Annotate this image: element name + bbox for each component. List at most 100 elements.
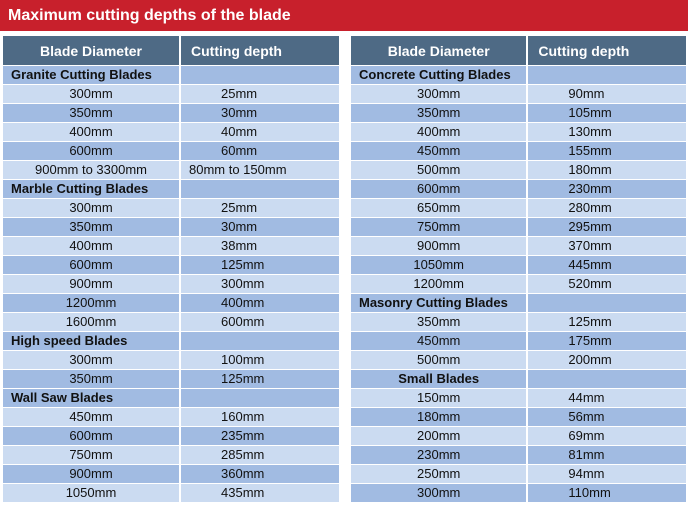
blade-diameter-cell: 350mm: [3, 370, 181, 388]
table-row: 150mm 44mm: [351, 389, 688, 407]
table-row: 900mm to 3300mm 80mm to 150mm: [3, 161, 341, 179]
section-name: Small Blades: [351, 370, 529, 388]
section-empty-cell: [181, 66, 341, 84]
table-row: 300mm 25mm: [3, 85, 341, 103]
header-cutting-depth: Cutting depth: [181, 36, 341, 65]
blade-diameter-cell: 450mm: [351, 332, 529, 350]
header-blade-diameter: Blade Diameter: [3, 36, 181, 65]
cutting-depth-cell: 235mm: [181, 427, 341, 445]
table-row: 600mm 60mm: [3, 142, 341, 160]
section-empty-cell: [528, 66, 688, 84]
table-row: 400mm 130mm: [351, 123, 688, 141]
blade-diameter-cell: 1200mm: [351, 275, 529, 293]
table-row: 600mm 235mm: [3, 427, 341, 445]
title-bar: Maximum cutting depths of the blade: [0, 0, 688, 31]
table-row: 200mm 69mm: [351, 427, 688, 445]
section-row: Masonry Cutting Blades: [351, 294, 688, 312]
cutting-depth-cell: 445mm: [528, 256, 688, 274]
blade-diameter-cell: 450mm: [3, 408, 181, 426]
blade-diameter-cell: 200mm: [351, 427, 529, 445]
table-row: 350mm 30mm: [3, 104, 341, 122]
section-name: Marble Cutting Blades: [3, 180, 181, 198]
section-row: Wall Saw Blades: [3, 389, 341, 407]
cutting-depth-cell: 295mm: [528, 218, 688, 236]
cutting-depth-cell: 125mm: [181, 256, 341, 274]
table-row: 230mm 81mm: [351, 446, 688, 464]
table-row: 180mm 56mm: [351, 408, 688, 426]
section-empty-cell: [181, 332, 341, 350]
table-row: 450mm 155mm: [351, 142, 688, 160]
table-row: 450mm 160mm: [3, 408, 341, 426]
cutting-depth-cell: 40mm: [181, 123, 341, 141]
cutting-depth-cell: 230mm: [528, 180, 688, 198]
cutting-depth-cell: 80mm to 150mm: [181, 161, 341, 179]
cutting-depth-cell: 285mm: [181, 446, 341, 464]
cutting-depth-cell: 60mm: [181, 142, 341, 160]
table-row: 900mm 300mm: [3, 275, 341, 293]
table-row: 300mm 90mm: [351, 85, 688, 103]
blade-diameter-cell: 250mm: [351, 465, 529, 483]
cutting-depth-cell: 155mm: [528, 142, 688, 160]
cutting-depth-cell: 30mm: [181, 104, 341, 122]
cutting-depth-cell: 280mm: [528, 199, 688, 217]
cutting-depth-cell: 180mm: [528, 161, 688, 179]
header-cutting-depth: Cutting depth: [528, 36, 688, 65]
blade-diameter-cell: 1050mm: [351, 256, 529, 274]
cutting-depth-cell: 400mm: [181, 294, 341, 312]
cutting-depth-cell: 125mm: [528, 313, 688, 331]
blade-diameter-cell: 750mm: [3, 446, 181, 464]
table-row: 500mm 200mm: [351, 351, 688, 369]
blade-diameter-cell: 600mm: [3, 427, 181, 445]
blade-diameter-cell: 300mm: [3, 351, 181, 369]
section-row: Concrete Cutting Blades: [351, 66, 688, 84]
cutting-depth-cell: 110mm: [528, 484, 688, 502]
blade-diameter-cell: 350mm: [351, 104, 529, 122]
blade-diameter-cell: 300mm: [351, 484, 529, 502]
blade-diameter-cell: 350mm: [3, 104, 181, 122]
blade-diameter-cell: 650mm: [351, 199, 529, 217]
cutting-depth-cell: 125mm: [181, 370, 341, 388]
section-row: Granite Cutting Blades: [3, 66, 341, 84]
table-row: 750mm 285mm: [3, 446, 341, 464]
table-row: 300mm 25mm: [3, 199, 341, 217]
cutting-depth-cell: 30mm: [181, 218, 341, 236]
cutting-depth-table-right: Blade Diameter Cutting depth Concrete Cu…: [351, 35, 688, 503]
section-name: Wall Saw Blades: [3, 389, 181, 407]
table-header-row: Blade Diameter Cutting depth: [351, 36, 688, 65]
blade-diameter-cell: 900mm: [351, 237, 529, 255]
cutting-depth-cell: 25mm: [181, 199, 341, 217]
table-row: 900mm 360mm: [3, 465, 341, 483]
cutting-depth-cell: 360mm: [181, 465, 341, 483]
cutting-depth-cell: 44mm: [528, 389, 688, 407]
cutting-depth-cell: 69mm: [528, 427, 688, 445]
blade-diameter-cell: 300mm: [3, 199, 181, 217]
blade-diameter-cell: 230mm: [351, 446, 529, 464]
table-row: 350mm 125mm: [3, 370, 341, 388]
blade-diameter-cell: 1600mm: [3, 313, 181, 331]
cutting-depth-cell: 600mm: [181, 313, 341, 331]
cutting-depth-cell: 90mm: [528, 85, 688, 103]
table-row: 400mm 38mm: [3, 237, 341, 255]
cutting-depth-cell: 370mm: [528, 237, 688, 255]
section-empty-cell: [528, 370, 688, 388]
table-row: 300mm 110mm: [351, 484, 688, 502]
table-row: 1200mm 520mm: [351, 275, 688, 293]
table-body-left: Granite Cutting Blades 300mm 25mm 350mm 30mm…: [3, 66, 341, 502]
blade-diameter-cell: 400mm: [3, 123, 181, 141]
table-row: 350mm 30mm: [3, 218, 341, 236]
table-row: 250mm 94mm: [351, 465, 688, 483]
cutting-depth-cell: 520mm: [528, 275, 688, 293]
table-row: 650mm 280mm: [351, 199, 688, 217]
page-title: Maximum cutting depths of the blade: [8, 7, 291, 24]
section-row: Small Blades: [351, 370, 688, 388]
table-row: 600mm 125mm: [3, 256, 341, 274]
table-row: 300mm 100mm: [3, 351, 341, 369]
blade-diameter-cell: 500mm: [351, 351, 529, 369]
blade-diameter-cell: 600mm: [3, 142, 181, 160]
blade-diameter-cell: 350mm: [351, 313, 529, 331]
table-row: 450mm 175mm: [351, 332, 688, 350]
table-header-row: Blade Diameter Cutting depth: [3, 36, 341, 65]
blade-diameter-cell: 900mm: [3, 465, 181, 483]
cutting-depth-cell: 105mm: [528, 104, 688, 122]
table-row: 350mm 125mm: [351, 313, 688, 331]
